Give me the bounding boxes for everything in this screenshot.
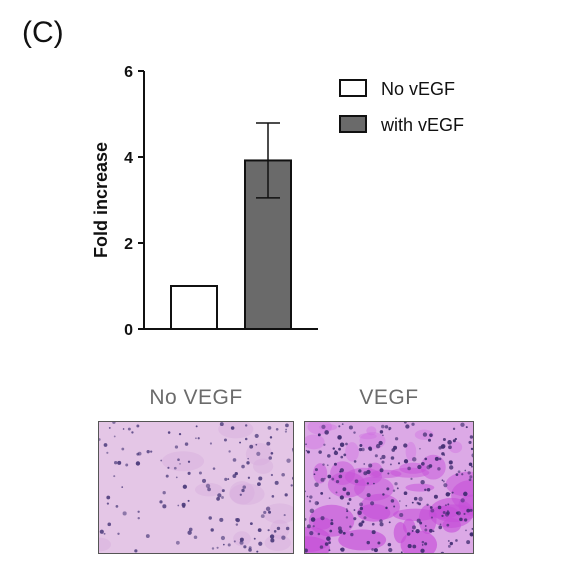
micrograph-no-vegf <box>98 421 294 554</box>
legend-swatch <box>339 115 367 133</box>
legend-swatch <box>339 79 367 97</box>
chart-bars <box>170 122 292 330</box>
micrograph-vegf <box>304 421 474 554</box>
image-caption-no-vegf: No VEGF <box>149 386 243 409</box>
y-tick-label: 6 <box>124 64 133 81</box>
legend-label: No vEGF <box>381 79 455 99</box>
y-axis-label: Fold increase <box>91 142 111 258</box>
y-tick-label: 4 <box>124 150 133 167</box>
bar-chart: 0 2 4 6 Fold increase No vEGF with vEGF <box>91 64 464 339</box>
bar-no-vegf <box>170 285 218 330</box>
panel-label: (C) <box>22 16 64 49</box>
y-tick-label: 0 <box>124 322 133 339</box>
chart-axes: 0 2 4 6 Fold increase <box>91 64 318 339</box>
legend-label: with vEGF <box>380 115 464 135</box>
y-tick-label: 2 <box>124 236 133 253</box>
chart-legend: No vEGF with vEGF <box>339 79 464 135</box>
image-caption-vegf: VEGF <box>359 386 419 409</box>
